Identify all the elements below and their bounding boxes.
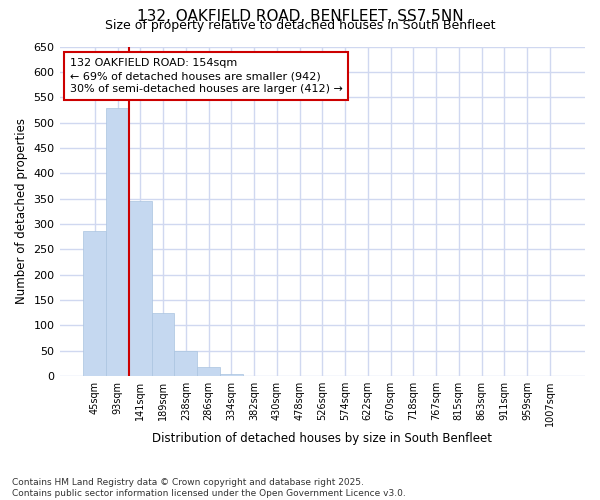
Text: Size of property relative to detached houses in South Benfleet: Size of property relative to detached ho… [105, 19, 495, 32]
Text: Contains HM Land Registry data © Crown copyright and database right 2025.
Contai: Contains HM Land Registry data © Crown c… [12, 478, 406, 498]
Bar [220, 374, 242, 376]
Bar [152, 313, 175, 376]
Bar [83, 230, 106, 376]
Bar [129, 201, 152, 376]
Text: 132, OAKFIELD ROAD, BENFLEET, SS7 5NN: 132, OAKFIELD ROAD, BENFLEET, SS7 5NN [137, 9, 463, 24]
Y-axis label: Number of detached properties: Number of detached properties [15, 118, 28, 304]
X-axis label: Distribution of detached houses by size in South Benfleet: Distribution of detached houses by size … [152, 432, 492, 445]
Bar [106, 108, 129, 376]
Text: 132 OAKFIELD ROAD: 154sqm
← 69% of detached houses are smaller (942)
30% of semi: 132 OAKFIELD ROAD: 154sqm ← 69% of detac… [70, 58, 343, 94]
Bar [175, 351, 197, 376]
Bar [197, 367, 220, 376]
